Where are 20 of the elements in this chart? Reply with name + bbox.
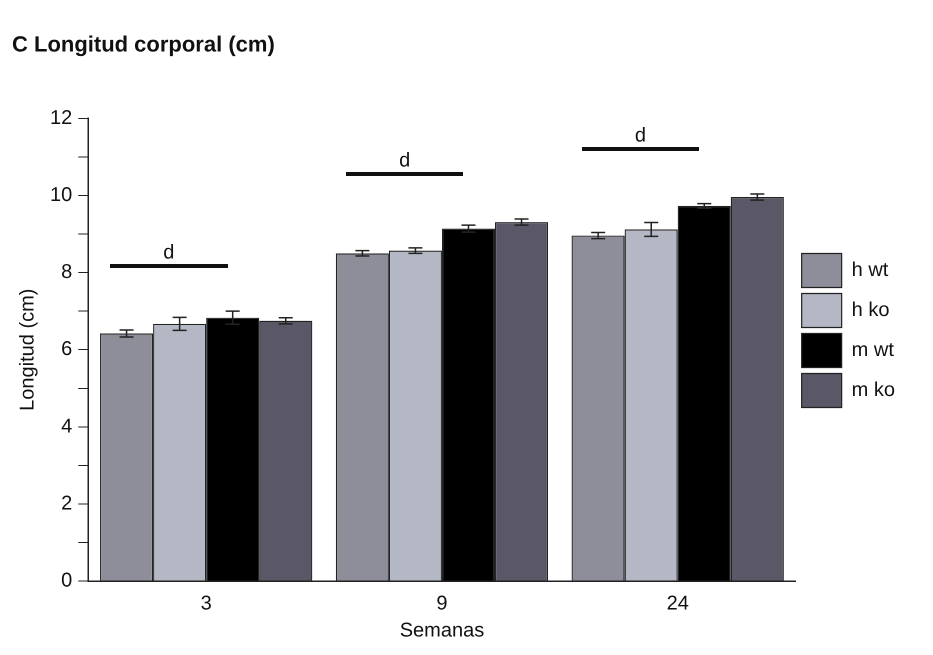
y-tick-label: 4 — [61, 415, 72, 438]
y-tick-label: 8 — [61, 261, 72, 284]
y-tick-label: 0 — [61, 570, 72, 592]
y-tick-label: 6 — [61, 338, 72, 360]
x-tick-label: 24 — [666, 592, 689, 615]
legend-label: m ko — [852, 379, 896, 402]
y-tick-label: 12 — [50, 106, 72, 129]
y-tick-label: 10 — [50, 184, 72, 206]
legend-label: h ko — [852, 299, 890, 322]
annotation: d — [163, 242, 174, 264]
legend-label: h wt — [852, 259, 889, 282]
x-axis-title: Semanas — [400, 620, 484, 642]
chart-title: C Longitud corporal (cm) — [12, 31, 275, 56]
y-axis-title: Longitud (cm) — [16, 288, 39, 411]
y-tick-label: 2 — [61, 492, 72, 514]
x-tick-label: 3 — [200, 592, 212, 615]
annotation: d — [399, 150, 410, 172]
x-tick-label: 9 — [436, 592, 448, 615]
legend-label: m wt — [852, 339, 894, 362]
annotation: d — [634, 124, 646, 146]
